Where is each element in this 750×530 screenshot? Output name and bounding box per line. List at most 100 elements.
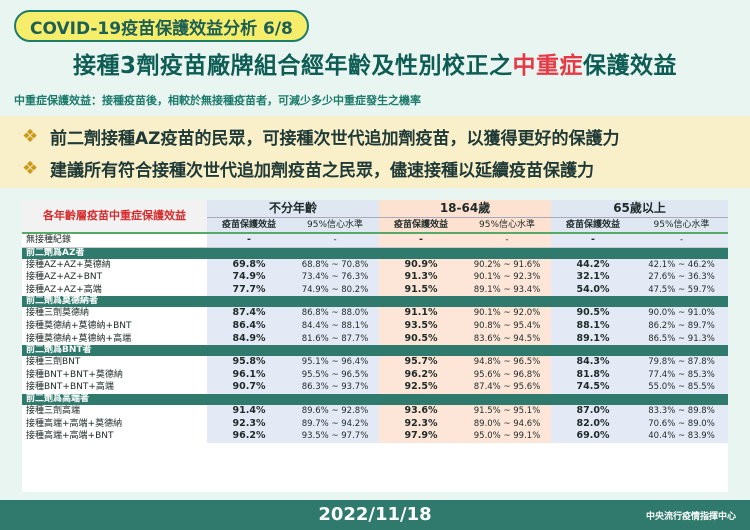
sub-header-ci: 95%信心水準 bbox=[291, 217, 380, 234]
table-row: 接種AZ+AZ+莫德納 69.8% 68.8% ~ 70.8% 90.9% 90.2% … bbox=[22, 258, 729, 272]
effectiveness-cell: 32.1% bbox=[551, 271, 636, 284]
confidence-interval-cell: 91.5% ~ 95.1% bbox=[463, 404, 552, 418]
page-label-text: COVID-19疫苗保護效益分析 6/8 bbox=[30, 18, 293, 39]
effectiveness-cell: 91.1% bbox=[379, 307, 464, 320]
effectiveness-cell: 90.5% bbox=[551, 307, 636, 320]
title-part-2: 保護效益 bbox=[583, 53, 677, 79]
effectiveness-cell: - bbox=[551, 233, 636, 248]
confidence-interval-cell: 84.4% ~ 88.1% bbox=[291, 319, 380, 333]
effectiveness-table: 各年齡層疫苗中重症保護效益 不分年齡 18-64歲 65歲以上 疫苗保護效益 9… bbox=[22, 200, 729, 492]
effectiveness-cell: 54.0% bbox=[551, 283, 636, 297]
section-title: 前二劑爲AZ者 bbox=[22, 247, 729, 259]
row-label: 接種AZ+AZ+莫德納 bbox=[22, 258, 207, 272]
section-header-row: 前二劑爲高端者 bbox=[22, 393, 729, 405]
effectiveness-cell: 88.1% bbox=[551, 319, 636, 333]
table-row: 接種AZ+AZ+BNT 74.9% 73.4% ~ 76.3% 91.3% 90.1% … bbox=[22, 271, 729, 284]
effectiveness-cell: 97.9% bbox=[379, 430, 464, 443]
confidence-interval-cell: 90.2% ~ 91.6% bbox=[463, 258, 552, 272]
sub-header-eff: 疫苗保護效益 bbox=[551, 217, 636, 234]
table-row: 接種三劑莫德納 87.4% 86.8% ~ 88.0% 91.1% 90.1% ~ 92… bbox=[22, 307, 729, 320]
sub-header-eff: 疫苗保護效益 bbox=[379, 217, 464, 234]
confidence-interval-cell: 95.5% ~ 96.5% bbox=[291, 368, 380, 382]
row-label: 接種三劑莫德納 bbox=[22, 307, 207, 320]
effectiveness-cell: 77.7% bbox=[207, 283, 291, 297]
section-title: 前二劑爲莫德納者 bbox=[22, 296, 729, 308]
confidence-interval-cell: 90.8% ~ 95.4% bbox=[463, 319, 552, 333]
section-title: 前二劑爲高端者 bbox=[22, 393, 729, 405]
effectiveness-cell: 74.5% bbox=[551, 381, 636, 394]
row-label: 接種三劑BNT bbox=[22, 356, 207, 369]
table-row: 接種莫德納+莫德納+BNT 86.4% 84.4% ~ 88.1% 93.5% 90.8… bbox=[22, 319, 729, 333]
row-label: 接種BNT+BNT+莫德納 bbox=[22, 368, 207, 382]
effectiveness-cell: 69.0% bbox=[551, 430, 636, 443]
title-highlight: 中重症 bbox=[512, 53, 583, 79]
effectiveness-cell: 81.8% bbox=[551, 368, 636, 382]
effectiveness-cell: 90.9% bbox=[379, 258, 464, 272]
effectiveness-cell: 91.4% bbox=[207, 404, 291, 418]
confidence-interval-cell: 73.4% ~ 76.3% bbox=[291, 271, 380, 284]
effectiveness-cell: 95.8% bbox=[207, 356, 291, 369]
table-row: 接種莫德納+莫德納+高端 84.9% 81.6% ~ 87.7% 90.5% 83.6%… bbox=[22, 332, 729, 346]
footer-bar: 2022/11/18 中央流行疫情指揮中心 bbox=[0, 500, 750, 530]
title-part-1: 接種3劑疫苗廠牌組合經年齡及性別校正之 bbox=[72, 53, 513, 79]
row-label: 接種高端+高端+莫德納 bbox=[22, 417, 207, 431]
effectiveness-cell: - bbox=[207, 233, 291, 248]
effectiveness-cell: 91.3% bbox=[379, 271, 464, 284]
effectiveness-cell: 96.1% bbox=[207, 368, 291, 382]
table-row: 接種BNT+BNT+高端 90.7% 86.3% ~ 93.7% 92.5% 87.4%… bbox=[22, 381, 729, 394]
section-header-row: 前二劑爲莫德納者 bbox=[22, 296, 729, 308]
confidence-interval-cell: 93.5% ~ 97.7% bbox=[291, 430, 380, 443]
sub-header-ci: 95%信心水準 bbox=[463, 217, 552, 234]
section-header-row: 前二劑爲BNT者 bbox=[22, 345, 729, 357]
confidence-interval-cell: 47.5% ~ 59.7% bbox=[635, 283, 729, 297]
bullet-text: 前二劑接種AZ疫苗的民眾，可接種次世代追加劑疫苗，以獲得更好的保護力 bbox=[50, 129, 620, 149]
group-header-18-64: 18-64歲 bbox=[379, 200, 552, 218]
confidence-interval-cell: 89.0% ~ 94.6% bbox=[463, 417, 552, 431]
confidence-interval-cell: 90.1% ~ 92.3% bbox=[463, 271, 552, 284]
confidence-interval-cell: 27.6% ~ 36.3% bbox=[635, 271, 729, 284]
confidence-interval-cell: 74.9% ~ 80.2% bbox=[291, 283, 380, 297]
confidence-interval-cell: 83.6% ~ 94.5% bbox=[463, 332, 552, 346]
row-label: 接種莫德納+莫德納+高端 bbox=[22, 332, 207, 346]
confidence-interval-cell: 95.0% ~ 99.1% bbox=[463, 430, 552, 443]
recommendation-box: ❖ 前二劑接種AZ疫苗的民眾，可接種次世代追加劑疫苗，以獲得更好的保護力 ❖ 建議所… bbox=[0, 116, 750, 188]
confidence-interval-cell: 89.7% ~ 94.2% bbox=[291, 417, 380, 431]
confidence-interval-cell: 77.4% ~ 85.3% bbox=[635, 368, 729, 382]
effectiveness-cell: 84.9% bbox=[207, 332, 291, 346]
sub-header-ci: 95%信心水準 bbox=[635, 217, 729, 234]
table-row: 接種三劑BNT 95.8% 95.1% ~ 96.4% 95.7% 94.8% ~ 96… bbox=[22, 356, 729, 369]
confidence-interval-cell: 42.1% ~ 46.2% bbox=[635, 258, 729, 272]
table-row: 接種AZ+AZ+高端 77.7% 74.9% ~ 80.2% 91.5% 89.1% ~… bbox=[22, 283, 729, 297]
table-row: 接種高端+高端+BNT 96.2% 93.5% ~ 97.7% 97.9% 95.0% … bbox=[22, 430, 729, 443]
confidence-interval-cell: 81.6% ~ 87.7% bbox=[291, 332, 380, 346]
row-label: 接種BNT+BNT+高端 bbox=[22, 381, 207, 394]
confidence-interval-cell: 95.6% ~ 96.8% bbox=[463, 368, 552, 382]
confidence-interval-cell: 87.4% ~ 95.6% bbox=[463, 381, 552, 394]
effectiveness-cell: 95.7% bbox=[379, 356, 464, 369]
effectiveness-table-grid: 各年齡層疫苗中重症保護效益 不分年齡 18-64歲 65歲以上 疫苗保護效益 9… bbox=[22, 200, 729, 443]
row-label: 接種莫德納+莫德納+BNT bbox=[22, 319, 207, 333]
confidence-interval-cell: 90.1% ~ 92.0% bbox=[463, 307, 552, 320]
confidence-interval-cell: 95.1% ~ 96.4% bbox=[291, 356, 380, 369]
page-label-pill: COVID-19疫苗保護效益分析 6/8 bbox=[14, 10, 309, 42]
effectiveness-cell: 89.1% bbox=[551, 332, 636, 346]
effectiveness-cell: 93.5% bbox=[379, 319, 464, 333]
confidence-interval-cell: 86.3% ~ 93.7% bbox=[291, 381, 380, 394]
confidence-interval-cell: 70.6% ~ 89.0% bbox=[635, 417, 729, 431]
effectiveness-cell: 82.0% bbox=[551, 417, 636, 431]
confidence-interval-cell: 83.3% ~ 89.8% bbox=[635, 404, 729, 418]
row-label: 無接種紀錄 bbox=[22, 233, 207, 248]
group-header-all-ages: 不分年齡 bbox=[207, 200, 380, 218]
group-header-65-plus: 65歲以上 bbox=[551, 200, 729, 218]
confidence-interval-cell: 79.8% ~ 87.8% bbox=[635, 356, 729, 369]
table-row: 接種BNT+BNT+莫德納 96.1% 95.5% ~ 96.5% 96.2% 95.6… bbox=[22, 368, 729, 382]
bullet-item: ❖ 前二劑接種AZ疫苗的民眾，可接種次世代追加劑疫苗，以獲得更好的保護力 bbox=[22, 124, 619, 149]
effectiveness-cell: 92.3% bbox=[379, 417, 464, 431]
section-header-row: 前二劑爲AZ者 bbox=[22, 247, 729, 259]
table-corner-header: 各年齡層疫苗中重症保護效益 bbox=[22, 200, 207, 234]
row-label: 接種AZ+AZ+BNT bbox=[22, 271, 207, 284]
publish-date: 2022/11/18 bbox=[318, 504, 432, 525]
effectiveness-cell: 87.0% bbox=[551, 404, 636, 418]
effectiveness-cell: 84.3% bbox=[551, 356, 636, 369]
confidence-interval-cell: - bbox=[463, 233, 552, 248]
